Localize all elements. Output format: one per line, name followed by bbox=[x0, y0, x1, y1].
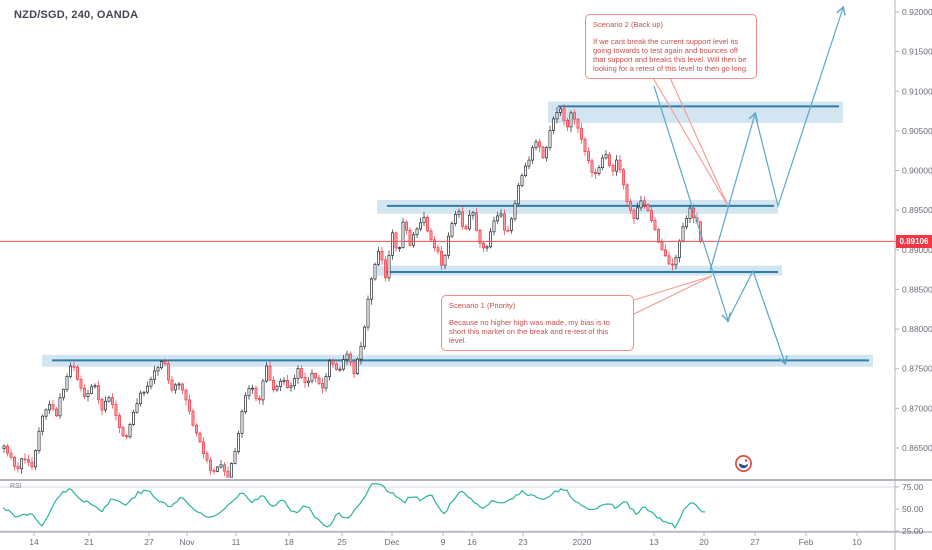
scenario2-callout[interactable]: Scenario 2 (Back up) If we cant break th… bbox=[585, 14, 757, 79]
scenario1-body: Because no higher high was made, my bias… bbox=[449, 318, 610, 345]
svg-text:25: 25 bbox=[337, 537, 347, 547]
svg-text:50.00: 50.00 bbox=[902, 504, 924, 514]
svg-text:0.92000: 0.92000 bbox=[902, 7, 932, 17]
zone-resistance-top[interactable] bbox=[548, 101, 843, 123]
svg-text:0.89000: 0.89000 bbox=[902, 245, 932, 255]
zone-support-current[interactable] bbox=[377, 265, 782, 276]
svg-text:9: 9 bbox=[441, 537, 446, 547]
svg-text:10: 10 bbox=[852, 537, 862, 547]
svg-text:Dec: Dec bbox=[384, 537, 400, 547]
svg-text:0.88500: 0.88500 bbox=[902, 284, 932, 294]
rsi-pane-label: RSI bbox=[10, 483, 22, 490]
time-axis[interactable]: 14 21 27 Nov 11 18 25 Dec 9 16 23 2020 13 20 27 Feb 10 bbox=[29, 532, 862, 547]
svg-text:25.00: 25.00 bbox=[902, 526, 924, 536]
svg-text:Feb: Feb bbox=[799, 537, 814, 547]
svg-text:0.91500: 0.91500 bbox=[902, 47, 932, 57]
callout-tail-lines bbox=[633, 70, 729, 315]
last-price-badge: 0.89106 bbox=[896, 235, 932, 248]
support-resistance-zones[interactable] bbox=[42, 101, 873, 367]
svg-text:16: 16 bbox=[467, 537, 477, 547]
arrow-retest-go-long-path[interactable] bbox=[754, 5, 846, 209]
rsi-guide-lines bbox=[0, 486, 895, 532]
svg-text:0.88000: 0.88000 bbox=[902, 324, 932, 334]
svg-text:21: 21 bbox=[84, 537, 94, 547]
svg-text:11: 11 bbox=[232, 537, 241, 547]
svg-text:0.87000: 0.87000 bbox=[902, 403, 932, 413]
publisher-logo-icon[interactable] bbox=[734, 454, 753, 473]
svg-text:0.87500: 0.87500 bbox=[902, 364, 932, 374]
scenario1-title: Scenario 1 (Priority) bbox=[449, 301, 516, 310]
scenario2-title: Scenario 2 (Back up) bbox=[593, 20, 664, 29]
svg-text:14: 14 bbox=[29, 537, 39, 547]
svg-text:75.00: 75.00 bbox=[902, 482, 924, 492]
svg-text:0.90500: 0.90500 bbox=[902, 126, 932, 136]
arrow-break-down-arrow[interactable] bbox=[653, 85, 731, 323]
svg-text:27: 27 bbox=[144, 537, 154, 547]
rsi-indicator-line bbox=[2, 483, 706, 530]
svg-text:20: 20 bbox=[699, 537, 709, 547]
svg-text:27: 27 bbox=[750, 537, 760, 547]
scenario1-callout[interactable]: Scenario 1 (Priority) Because no higher … bbox=[441, 295, 634, 351]
svg-text:23: 23 bbox=[518, 537, 528, 547]
svg-text:0.90000: 0.90000 bbox=[902, 166, 932, 176]
svg-text:2020: 2020 bbox=[573, 537, 592, 547]
symbol-title: NZD/SGD, 240, OANDA bbox=[14, 9, 139, 21]
arrow-bounce-up-arrow[interactable] bbox=[709, 111, 759, 272]
scenario2-body: If we cant break the current support lev… bbox=[593, 37, 749, 73]
svg-text:0.89500: 0.89500 bbox=[902, 205, 932, 215]
svg-text:0.86500: 0.86500 bbox=[902, 443, 932, 453]
arrow-short-retest-path[interactable] bbox=[726, 269, 788, 366]
projection-arrows[interactable] bbox=[653, 5, 846, 366]
svg-text:13: 13 bbox=[649, 537, 659, 547]
svg-text:0.91000: 0.91000 bbox=[902, 86, 932, 96]
price-axis[interactable]: 0.92000 0.91500 0.91000 0.90500 0.90000 0.895… bbox=[895, 7, 932, 536]
candlestick-series bbox=[2, 103, 702, 478]
svg-text:Nov: Nov bbox=[179, 537, 195, 547]
svg-text:18: 18 bbox=[284, 537, 294, 547]
